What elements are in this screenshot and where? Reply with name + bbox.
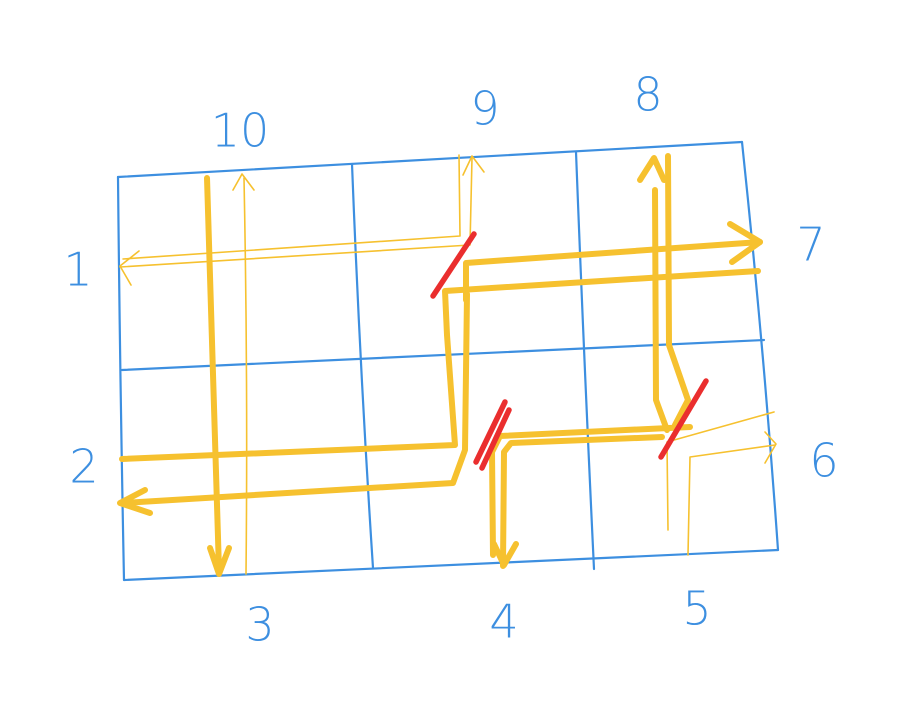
cross-mark-middle-b	[479, 407, 512, 471]
arrowhead-10	[232, 173, 255, 191]
grid-border-top	[116, 140, 744, 179]
port-label-9: 9	[470, 82, 499, 136]
port-label-3: 3	[245, 598, 274, 652]
arrowhead-3	[207, 545, 232, 577]
cross-mark-right	[658, 378, 709, 460]
grid-border-bottom	[122, 548, 780, 582]
route-10-to-3	[204, 175, 222, 573]
cross-mark-top	[430, 231, 477, 299]
port-labels: 1 2 3 4 5 6 7 8 9 10	[63, 68, 838, 652]
grid-col-line-2	[574, 150, 596, 571]
route-to-2-outer	[119, 291, 470, 506]
route-3-to-10	[243, 177, 248, 575]
arrowhead-9	[462, 155, 485, 176]
route-4-connector-lower	[500, 434, 665, 569]
port-label-1: 1	[63, 243, 92, 297]
port-label-8: 8	[633, 68, 662, 122]
arrowhead-8	[637, 155, 667, 183]
route-9-to-1-return	[122, 154, 461, 260]
grid-border-left	[116, 175, 126, 582]
route-8-stem-right	[665, 153, 691, 428]
arrowhead-7	[727, 221, 763, 265]
crossing-marks	[430, 231, 709, 471]
port-label-7: 7	[796, 218, 825, 272]
arrowhead-4	[491, 541, 519, 568]
route-5-to-6-inner	[687, 444, 776, 556]
arrowhead-2	[117, 487, 153, 516]
route-7-lower-to-2	[119, 268, 761, 462]
port-label-2: 2	[69, 440, 98, 494]
port-label-4: 4	[489, 595, 518, 649]
thick-routes	[117, 153, 763, 577]
route-8-stem	[652, 187, 670, 433]
grid-col-line-1	[350, 162, 375, 570]
route-4-drop	[489, 449, 496, 558]
port-label-10: 10	[211, 104, 270, 158]
port-label-5: 5	[682, 582, 711, 636]
arrowhead-1	[119, 250, 140, 286]
grid-border-right	[740, 140, 780, 552]
arrowhead-6	[764, 431, 777, 464]
cross-mark-middle-a	[473, 399, 508, 465]
port-label-6: 6	[809, 434, 838, 488]
